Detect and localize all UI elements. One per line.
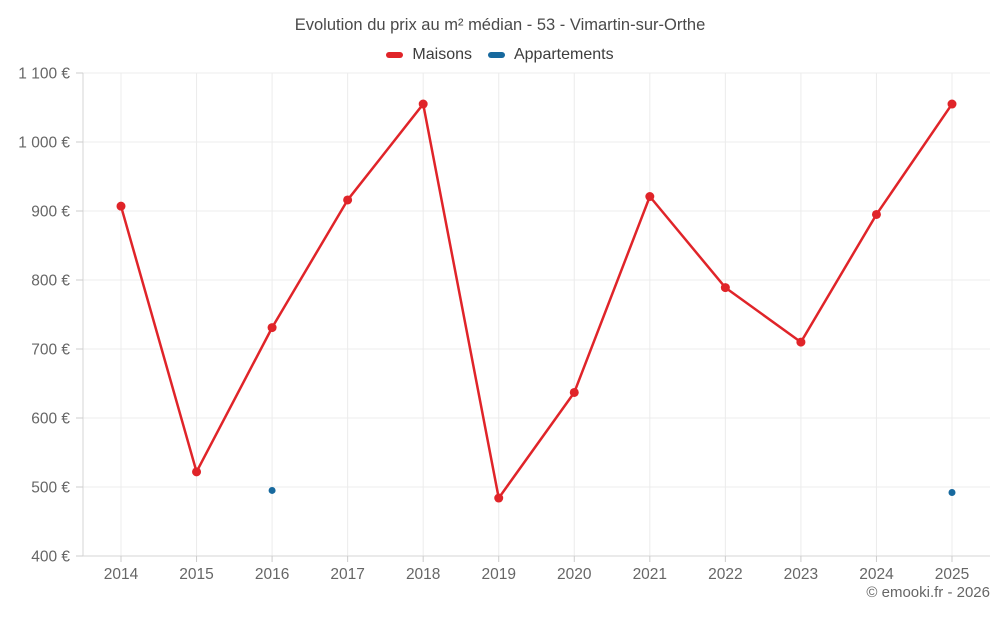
legend-item-maisons[interactable]: Maisons <box>386 46 472 64</box>
legend-item-appartements[interactable]: Appartements <box>487 46 614 64</box>
svg-text:700 €: 700 € <box>31 342 70 359</box>
svg-text:2019: 2019 <box>481 566 515 583</box>
svg-text:1 100 €: 1 100 € <box>18 66 70 83</box>
svg-text:2016: 2016 <box>255 566 289 583</box>
svg-text:900 €: 900 € <box>31 204 70 221</box>
legend-label-maisons: Maisons <box>412 46 472 63</box>
svg-text:2018: 2018 <box>406 566 440 583</box>
copyright-text: © emooki.fr - 2026 <box>866 584 990 601</box>
chart-title: Evolution du prix au m² médian - 53 - Vi… <box>294 16 706 34</box>
svg-text:2025: 2025 <box>935 566 969 583</box>
appartements-series-swatch-icon <box>487 52 505 58</box>
maisons-series-swatch-icon <box>386 52 404 58</box>
svg-text:400 €: 400 € <box>31 549 70 566</box>
svg-text:600 €: 600 € <box>31 411 70 428</box>
svg-text:2015: 2015 <box>179 566 213 583</box>
svg-text:2024: 2024 <box>859 566 894 583</box>
svg-text:1 000 €: 1 000 € <box>18 135 70 152</box>
svg-text:2023: 2023 <box>784 566 818 583</box>
chart-legend: Maisons Appartements <box>0 46 1000 64</box>
svg-text:2017: 2017 <box>330 566 364 583</box>
svg-text:2022: 2022 <box>708 566 742 583</box>
svg-text:2020: 2020 <box>557 566 592 583</box>
svg-text:2014: 2014 <box>104 566 139 583</box>
svg-text:800 €: 800 € <box>31 273 70 290</box>
svg-text:500 €: 500 € <box>31 480 70 497</box>
svg-text:2021: 2021 <box>633 566 667 583</box>
legend-label-appartements: Appartements <box>513 46 614 63</box>
